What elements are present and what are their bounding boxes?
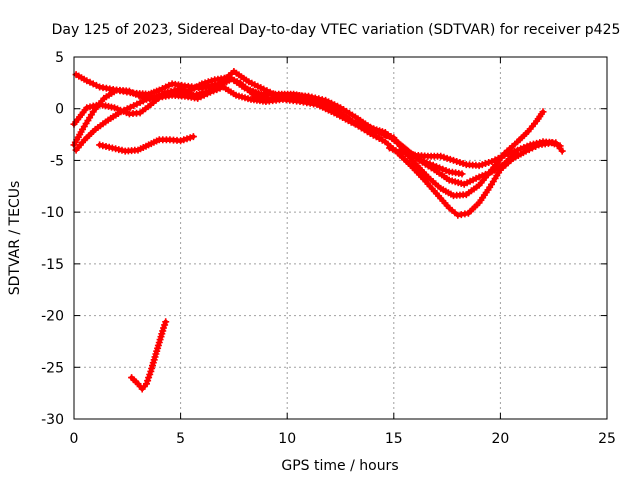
x-tick-label: 20: [491, 431, 509, 447]
x-axis-ticks: 0 5 10 15 20 25: [70, 57, 616, 447]
trace-5-markers: [96, 133, 197, 155]
y-tick-label: -15: [41, 257, 64, 273]
y-tick-label: -25: [41, 360, 64, 376]
x-axis-label: GPS time / hours: [281, 458, 398, 474]
chart-title: Day 125 of 2023, Sidereal Day-to-day VTE…: [52, 22, 621, 38]
y-tick-label: -20: [41, 309, 64, 325]
y-tick-label: 5: [55, 50, 64, 66]
x-tick-label: 10: [278, 431, 296, 447]
trace-7-markers: [128, 318, 170, 393]
trace-5: [96, 133, 197, 155]
x-tick-label: 15: [385, 431, 403, 447]
trace-6: [386, 138, 566, 170]
y-tick-label: -10: [41, 205, 64, 221]
plot-frame: [73, 56, 608, 420]
y-axis-ticks: -30 -25 -20 -15 -10 -5 0 5: [41, 50, 607, 428]
y-axis-label: SDTVAR / TECUs: [7, 181, 23, 296]
y-tick-label: 0: [55, 102, 64, 118]
trace-6-markers: [386, 138, 566, 170]
data-traces: [70, 68, 566, 393]
x-tick-label: 5: [176, 431, 185, 447]
x-tick-label: 0: [70, 431, 79, 447]
trace-7: [128, 318, 170, 393]
x-tick-label: 25: [598, 431, 616, 447]
y-tick-label: -30: [41, 412, 64, 428]
y-tick-label: -5: [50, 153, 64, 169]
